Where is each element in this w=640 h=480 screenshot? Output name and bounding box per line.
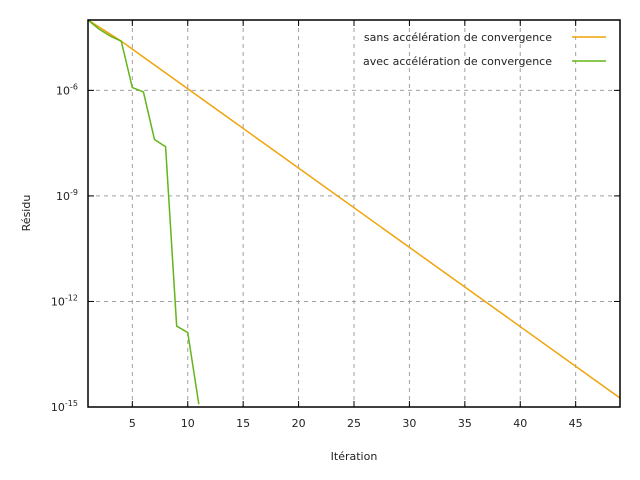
legend: sans accélération de convergence avec acc… <box>363 31 606 68</box>
axis-ticks <box>88 20 620 408</box>
x-tick-label: 35 <box>458 417 472 430</box>
legend-label: sans accélération de convergence <box>364 31 552 44</box>
y-tick-label: 10-6 <box>56 82 78 97</box>
y-tick-label: 10-9 <box>56 188 78 203</box>
x-tick-label: 45 <box>569 417 583 430</box>
y-tick-label: 10-15 <box>51 399 78 414</box>
x-tick-label: 5 <box>129 417 136 430</box>
x-tick-label: 30 <box>402 417 416 430</box>
x-axis-label: Itération <box>331 450 378 463</box>
x-tick-label: 20 <box>292 417 306 430</box>
legend-label: avec accélération de convergence <box>363 55 552 68</box>
x-tick-label: 15 <box>236 417 250 430</box>
x-tick-label: 25 <box>347 417 361 430</box>
series-line-2 <box>87 19 200 405</box>
series-layer <box>87 19 621 405</box>
tick-labels: 5 10 15 20 25 30 35 40 45 10-6 10-9 10-12 10-15 <box>51 82 583 430</box>
x-tick-label: 40 <box>513 417 527 430</box>
y-tick-label: 10-12 <box>51 293 78 308</box>
y-axis-label: Résidu <box>20 195 33 232</box>
x-tick-label: 10 <box>181 417 195 430</box>
grid-lines <box>88 20 620 407</box>
